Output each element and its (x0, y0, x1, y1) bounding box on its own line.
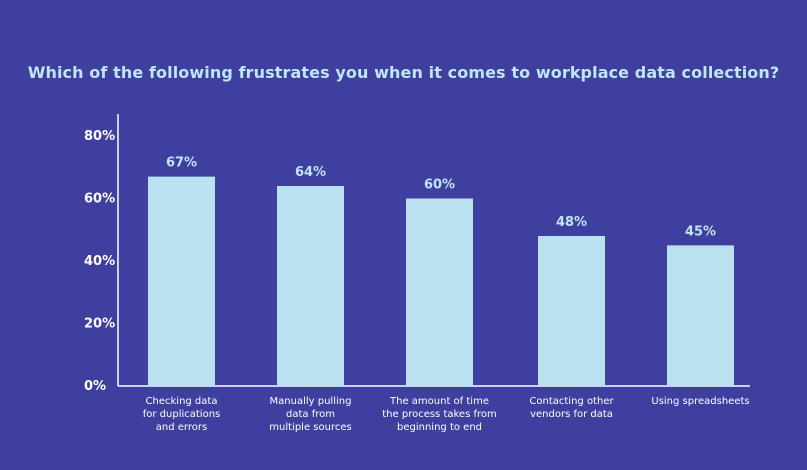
bar (667, 245, 734, 386)
x-tick-label: Manually pulling (270, 396, 352, 407)
chart-title: Which of the following frustrates you wh… (27, 63, 780, 82)
y-tick-label: 60% (84, 192, 115, 207)
x-tick-label: data from (286, 409, 335, 420)
bar (538, 236, 605, 386)
data-label: 67% (166, 156, 197, 171)
y-tick-label: 40% (84, 254, 115, 269)
bar (148, 176, 215, 386)
x-tick-label: the process takes from (382, 409, 497, 420)
x-tick-label: for duplications (143, 409, 221, 420)
data-label: 45% (685, 224, 716, 239)
x-tick-label: Contacting other (529, 396, 614, 407)
bar (277, 186, 344, 386)
data-label: 48% (556, 215, 587, 230)
y-tick-label: 0% (84, 379, 106, 394)
x-tick-label: multiple sources (269, 422, 351, 433)
y-tick-label: 80% (84, 129, 115, 144)
y-tick-label: 20% (84, 317, 115, 332)
x-tick-label: The amount of time (389, 396, 489, 407)
data-label: 60% (424, 178, 455, 193)
bar (406, 198, 473, 386)
x-tick-label: Checking data (146, 396, 218, 407)
x-tick-label: Using spreadsheets (651, 396, 749, 407)
x-tick-label: and errors (156, 422, 207, 433)
data-label: 64% (295, 165, 326, 180)
x-tick-label: beginning to end (397, 422, 482, 433)
x-tick-label: vendors for data (530, 409, 613, 420)
